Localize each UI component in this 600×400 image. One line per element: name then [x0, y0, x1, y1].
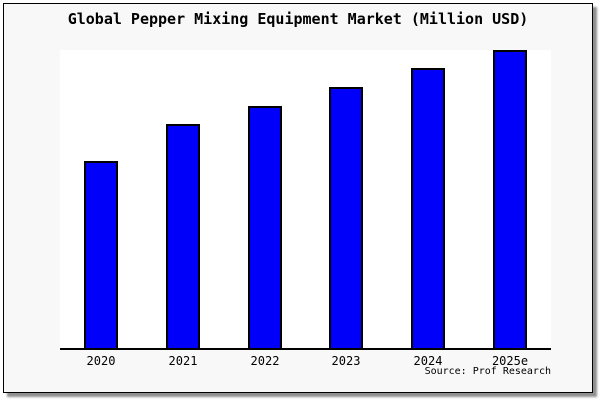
x-tick-label-2021: 2021	[168, 354, 198, 368]
x-axis-labels: 2020 2021 2022 2023 2024 2025e	[60, 354, 551, 370]
x-tick-label-2025e: 2025e	[491, 354, 529, 368]
bar-2023	[329, 87, 363, 348]
bar-2024	[411, 68, 445, 348]
chart-title: Global Pepper Mixing Equipment Market (M…	[67, 10, 529, 28]
x-tick-label-2023: 2023	[331, 354, 361, 368]
source-credit: Source: Prof Research	[424, 366, 551, 377]
bar-2022	[248, 106, 282, 348]
x-tick-label-2020: 2020	[86, 354, 116, 368]
x-tick-label-2022: 2022	[250, 354, 280, 368]
bar-2020	[84, 161, 118, 348]
plot-area	[60, 50, 551, 350]
bar-2021	[166, 124, 200, 348]
x-tick-label-2024: 2024	[413, 354, 443, 368]
figure-frame: Global Pepper Mixing Equipment Market (M…	[3, 3, 593, 393]
bar-2025e	[493, 50, 527, 348]
